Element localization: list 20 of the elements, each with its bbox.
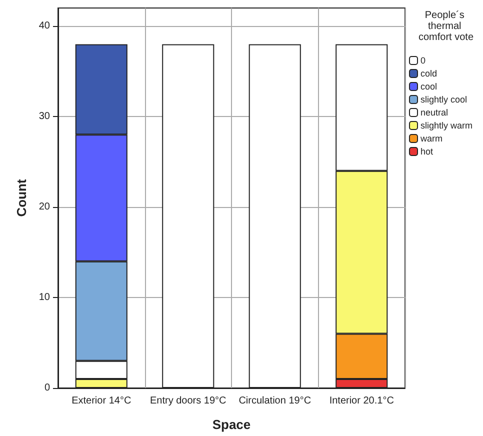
x-tick-label: Circulation 19°C bbox=[238, 396, 312, 406]
x-axis-title: Space bbox=[212, 417, 251, 432]
y-tick-label: 20 bbox=[38, 202, 50, 213]
y-tick-label: 0 bbox=[44, 382, 50, 394]
legend-label: 0 bbox=[420, 56, 426, 66]
y-tick-label: 30 bbox=[38, 111, 50, 122]
legend-title: People´s thermal comfort vote bbox=[418, 10, 474, 43]
y-axis-title: Count bbox=[14, 178, 29, 217]
legend-label: neutral bbox=[420, 108, 448, 118]
y-tick-label: 10 bbox=[38, 292, 50, 304]
legend-label: cool bbox=[420, 82, 438, 92]
x-tick-label: Entry doors 19°C bbox=[150, 396, 226, 406]
x-tick-label: Exterior 14°C bbox=[72, 396, 132, 406]
legend-label: slightly cool bbox=[420, 94, 468, 104]
y-tick-label: 40 bbox=[38, 20, 50, 32]
x-tick-label: Interior 20.1°C bbox=[329, 396, 394, 406]
legend-label: cold bbox=[420, 68, 438, 78]
legend-label: hot bbox=[420, 146, 434, 156]
legend-label: slightly warm bbox=[420, 120, 473, 130]
legend-label: warm bbox=[420, 134, 442, 144]
